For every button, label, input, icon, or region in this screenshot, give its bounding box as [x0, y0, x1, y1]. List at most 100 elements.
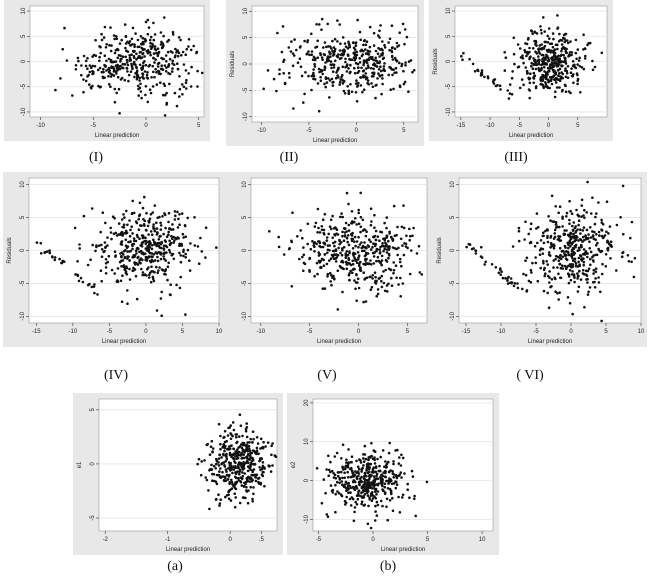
- data-point: [168, 243, 172, 247]
- data-point: [569, 265, 572, 268]
- data-point: [542, 63, 546, 66]
- data-point: [374, 279, 377, 283]
- data-point: [554, 43, 558, 47]
- data-point: [380, 274, 384, 278]
- data-point: [238, 472, 241, 476]
- data-point: [540, 63, 544, 66]
- data-point: [256, 442, 260, 445]
- data-point: [338, 481, 341, 485]
- data-points: [196, 413, 278, 511]
- data-point: [112, 232, 116, 236]
- data-point: [168, 227, 171, 231]
- data-point: [278, 72, 281, 76]
- data-point: [376, 255, 380, 259]
- data-point: [403, 42, 406, 46]
- data-point: [288, 76, 291, 79]
- data-point: [360, 500, 364, 503]
- data-point: [388, 481, 391, 484]
- data-point: [610, 245, 613, 248]
- data-point: [144, 239, 148, 243]
- data-point: [287, 46, 291, 49]
- data-point: [153, 75, 156, 79]
- data-point: [128, 219, 131, 222]
- data-point: [522, 61, 525, 65]
- data-point: [418, 271, 422, 274]
- data-point: [542, 289, 546, 293]
- data-point: [490, 263, 494, 266]
- data-point: [357, 472, 361, 475]
- data-point: [242, 485, 246, 488]
- data-point: [560, 60, 564, 63]
- data-point: [360, 475, 363, 479]
- data-point: [334, 260, 338, 263]
- data-point: [304, 71, 307, 74]
- data-point: [550, 278, 554, 281]
- data-point: [347, 448, 350, 451]
- data-point: [141, 40, 145, 44]
- data-point: [479, 74, 483, 77]
- data-point: [538, 58, 541, 62]
- data-point: [556, 27, 559, 30]
- data-point: [377, 72, 380, 75]
- data-point: [112, 67, 116, 70]
- data-point: [127, 73, 131, 77]
- data-point: [544, 85, 548, 88]
- data-point: [369, 456, 372, 459]
- data-point: [362, 453, 365, 456]
- data-point: [345, 458, 348, 461]
- data-point: [585, 228, 589, 232]
- data-point: [180, 244, 184, 247]
- data-point: [227, 448, 230, 451]
- data-point: [133, 43, 136, 46]
- data-point: [136, 256, 139, 260]
- data-point: [323, 242, 327, 246]
- y-tick-label: 5: [21, 34, 27, 38]
- data-point: [357, 489, 361, 492]
- data-point: [233, 492, 236, 495]
- data-point: [504, 56, 508, 59]
- data-point: [576, 82, 579, 86]
- data-point: [546, 34, 549, 38]
- data-point: [82, 78, 85, 81]
- data-point: [594, 244, 598, 247]
- data-point: [50, 255, 54, 258]
- data-point: [91, 243, 94, 247]
- data-point: [556, 68, 560, 72]
- data-point: [314, 221, 318, 225]
- data-point: [328, 55, 332, 59]
- data-point: [527, 76, 530, 80]
- data-point: [150, 265, 153, 268]
- y-tick-label: -5: [90, 515, 96, 521]
- data-point: [210, 439, 214, 443]
- y-tick-label: 5: [450, 215, 456, 219]
- data-point: [346, 240, 349, 244]
- data-point: [315, 45, 319, 49]
- x-tick-label: -5: [306, 128, 312, 134]
- y-tick-label: -5: [243, 87, 249, 93]
- data-point: [379, 469, 382, 473]
- data-point: [573, 252, 577, 255]
- data-point: [135, 297, 139, 301]
- data-point: [218, 475, 222, 478]
- data-point: [383, 465, 386, 468]
- data-point: [394, 264, 398, 267]
- data-point: [153, 229, 157, 233]
- data-point: [153, 259, 157, 262]
- data-point: [391, 496, 394, 500]
- data-point: [524, 42, 527, 45]
- data-point: [573, 257, 577, 261]
- data-point: [246, 469, 250, 473]
- data-point: [341, 476, 344, 480]
- data-point: [534, 42, 537, 46]
- data-point: [541, 247, 545, 251]
- data-point: [152, 227, 155, 230]
- data-point: [345, 70, 349, 73]
- data-point: [229, 437, 233, 441]
- data-point: [329, 460, 332, 464]
- data-point: [538, 253, 542, 256]
- data-point: [212, 464, 216, 468]
- data-point: [62, 260, 66, 263]
- x-tick-label: 10: [479, 537, 486, 543]
- data-point: [553, 71, 556, 75]
- data-point: [542, 16, 545, 19]
